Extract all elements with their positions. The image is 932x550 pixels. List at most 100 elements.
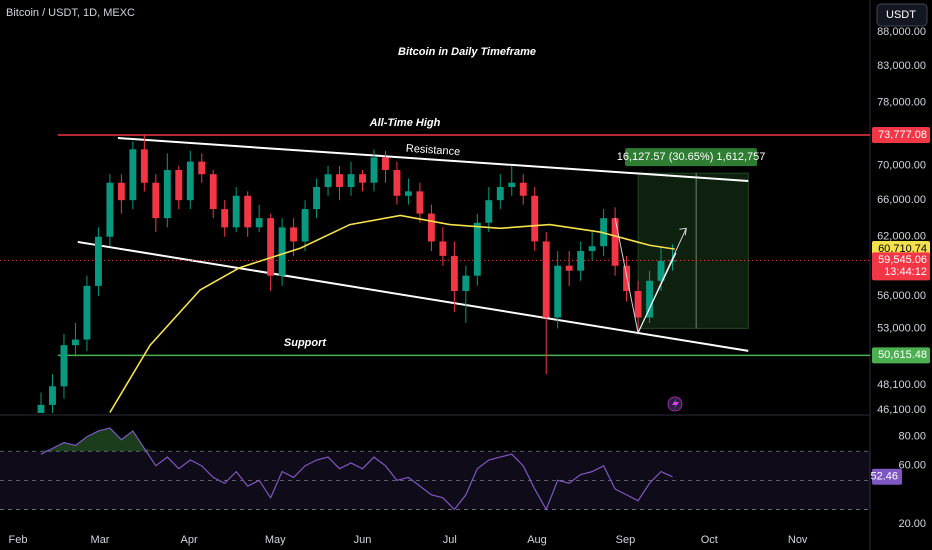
candle-body: [393, 169, 401, 196]
candle-body: [140, 149, 148, 183]
moving-average: [109, 214, 675, 413]
candle-body: [278, 227, 286, 276]
countdown: 13:44:12: [884, 266, 927, 278]
candle-body: [416, 191, 424, 214]
candle-body: [473, 222, 481, 276]
level-badge: [872, 127, 930, 144]
x-tick-label: Feb: [9, 534, 28, 546]
rsi-line: [40, 427, 673, 511]
candle-body: [198, 161, 206, 175]
candle-body: [221, 209, 229, 228]
measure-label-bg: [625, 148, 758, 167]
candle-body: [106, 182, 114, 237]
candle-body: [152, 182, 160, 219]
x-tick-label: May: [265, 534, 286, 546]
x-tick-label: Mar: [91, 534, 110, 546]
candle-body: [382, 157, 389, 170]
candle-body: [313, 187, 321, 210]
y-tick-label: 48,100.00: [877, 379, 926, 391]
y-tick-label: 56,000.00: [877, 290, 926, 302]
candle-body: [554, 265, 562, 318]
y-tick-label: 83,000.00: [877, 60, 926, 72]
candle-body: [60, 345, 68, 387]
currency-button[interactable]: [876, 3, 928, 27]
x-tick-label: Apr: [181, 534, 198, 546]
x-tick-label: Sep: [616, 534, 636, 546]
candle-body: [450, 255, 458, 292]
x-tick-label: Nov: [788, 534, 808, 546]
candle-body: [588, 246, 596, 252]
candle-body: [324, 174, 332, 188]
candle-body: [359, 174, 366, 183]
candle-body: [347, 174, 355, 188]
price-badge-label: 59,545.06: [878, 254, 927, 266]
candle-body: [370, 157, 378, 183]
candle-body: [565, 265, 573, 271]
candle-body: [336, 174, 343, 188]
x-tick-label: Jun: [354, 534, 372, 546]
y-tick-label: 66,000.00: [877, 194, 926, 206]
candle-body: [646, 280, 653, 318]
level-badge: [872, 347, 930, 364]
trendline: [117, 137, 749, 182]
candle-body: [462, 275, 470, 292]
candle-body: [49, 386, 56, 405]
candle-body: [209, 174, 217, 210]
candle-body: [634, 291, 642, 318]
candle-body: [163, 169, 171, 219]
rsi-badge: [872, 468, 902, 485]
trendline: [77, 240, 749, 352]
candle-body: [496, 187, 504, 201]
candle-body: [186, 161, 194, 201]
chart-title: Bitcoin in Daily Timeframe: [398, 46, 536, 58]
rsi-overbought-fill: [40, 428, 673, 452]
candle-body: [37, 404, 45, 413]
rsi-badge-label: 52.46: [870, 471, 898, 483]
trendline-label: Resistance: [405, 143, 460, 159]
y-tick-label: 70,000.00: [877, 160, 926, 172]
projection-line: [637, 252, 677, 334]
candle-body: [611, 218, 619, 266]
candle-body: [232, 195, 240, 228]
measure-box: [637, 172, 749, 329]
x-tick-label: Jul: [443, 534, 457, 546]
level-name: All-Time High: [369, 117, 441, 129]
candle-body: [301, 209, 309, 242]
candle-body: [542, 241, 550, 318]
candle-body: [290, 227, 298, 242]
price-badge: [872, 252, 930, 281]
icon: [667, 396, 683, 412]
currency-button-label[interactable]: USDT: [886, 9, 916, 21]
candle-body: [577, 251, 585, 271]
candle-body: [427, 213, 435, 242]
level-name: Support: [284, 337, 327, 349]
rsi-tick-label: 20.00: [898, 518, 926, 530]
candle-body: [439, 241, 447, 256]
x-tick-label: Aug: [527, 534, 547, 546]
candle-body: [94, 236, 102, 286]
level-badge-label: 73,777.08: [878, 129, 927, 141]
candle-body: [404, 191, 412, 196]
candle-body: [508, 182, 516, 188]
y-tick-label: 78,000.00: [877, 96, 926, 108]
y-tick-label: 88,000.00: [877, 26, 926, 38]
candle-body: [531, 195, 539, 242]
y-tick-label: 46,100.00: [877, 404, 926, 416]
symbol-header: Bitcoin / USDT, 1D, MEXC: [6, 7, 135, 19]
candle-body: [117, 182, 125, 201]
y-tick-label: 62,000.00: [877, 231, 926, 243]
rsi-tick-label: 80.00: [898, 431, 926, 443]
price-badge-label: 60,710.74: [878, 243, 927, 255]
candle-body: [657, 260, 665, 281]
candle-body: [129, 149, 137, 201]
candle-body: [623, 265, 631, 292]
measure-label: 16,127.57 (30.65%) 1,612,757: [617, 151, 766, 163]
level-badge-label: 50,615.48: [878, 349, 927, 361]
candle-body: [244, 195, 252, 228]
x-tick-label: Oct: [701, 534, 718, 546]
y-tick-label: 53,000.00: [877, 322, 926, 334]
candle-body: [175, 169, 183, 201]
candle-body: [267, 218, 275, 276]
candle-body: [71, 339, 79, 346]
